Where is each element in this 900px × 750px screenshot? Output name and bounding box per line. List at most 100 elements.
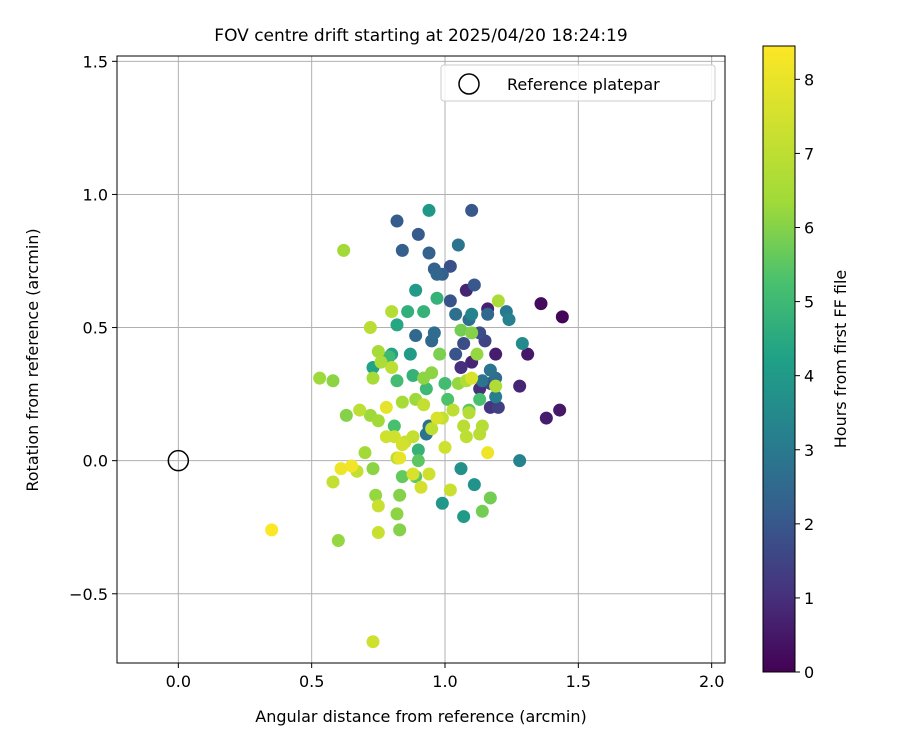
x-tick-label: 0.5: [299, 672, 324, 691]
colorbar-tick-label: 2: [804, 515, 814, 534]
data-points: [265, 203, 569, 649]
data-point: [339, 408, 353, 422]
data-point: [313, 371, 327, 385]
data-point: [438, 376, 452, 390]
data-point: [483, 491, 497, 505]
colorbar-gradient: [762, 45, 796, 673]
x-tick-label: 2.0: [699, 672, 724, 691]
data-point: [331, 534, 345, 548]
data-point: [470, 347, 484, 361]
data-point: [363, 321, 377, 335]
data-point: [457, 337, 471, 351]
plot-frame: [116, 55, 726, 664]
data-point: [422, 467, 436, 481]
data-point: [414, 480, 428, 494]
y-tick-label: 1.0: [83, 185, 108, 204]
y-tick-label: 0.5: [83, 319, 108, 338]
y-tick-label: −0.5: [69, 585, 108, 604]
data-point: [521, 347, 535, 361]
legend-marker: [458, 73, 480, 95]
colorbar-tick-label: 5: [804, 293, 814, 312]
data-point: [465, 326, 479, 340]
data-point: [411, 454, 425, 468]
data-point: [393, 488, 407, 502]
data-point: [435, 496, 449, 510]
data-point: [385, 360, 399, 374]
data-point: [481, 446, 495, 460]
x-axis-ticks: 0.0 0.5 1.0 1.5 2.0: [166, 663, 724, 691]
data-point: [502, 313, 516, 327]
data-point: [395, 438, 409, 452]
data-point: [491, 400, 505, 414]
colorbar-tick-label: 8: [804, 70, 814, 89]
data-point: [457, 419, 471, 433]
colorbar: 0 1 2 3 4 5 6 7 8 Hours from first FF file: [762, 45, 850, 682]
x-tick-label: 1.0: [432, 672, 457, 691]
data-point: [393, 523, 407, 537]
data-point: [425, 366, 439, 380]
data-point: [417, 305, 431, 319]
data-point: [454, 323, 468, 337]
data-point: [553, 403, 567, 417]
data-point: [467, 478, 481, 492]
grid-lines: [117, 56, 725, 663]
data-point: [465, 307, 479, 321]
data-point: [443, 483, 457, 497]
legend-box: [440, 64, 716, 102]
colorbar-label: Hours from first FF file: [831, 270, 850, 449]
data-point: [371, 526, 385, 540]
data-point: [417, 398, 431, 412]
data-point: [358, 446, 372, 460]
data-point: [430, 411, 444, 425]
data-point: [387, 419, 401, 433]
data-point: [366, 635, 380, 649]
data-point: [411, 227, 425, 241]
data-point: [390, 507, 404, 521]
data-point: [443, 259, 457, 273]
data-point: [374, 355, 388, 369]
data-point: [489, 347, 503, 361]
data-point: [353, 403, 367, 417]
colorbar-tick-label: 3: [804, 441, 814, 460]
data-point: [430, 291, 444, 305]
plot-background: [117, 56, 725, 663]
data-point: [393, 451, 407, 465]
data-point: [326, 374, 340, 388]
data-point: [555, 310, 569, 324]
data-point: [462, 406, 476, 420]
data-point: [265, 523, 279, 537]
data-point: [337, 243, 351, 257]
data-point: [539, 411, 553, 425]
data-point: [454, 462, 468, 476]
data-point: [467, 278, 481, 292]
data-point: [422, 203, 436, 217]
data-point: [443, 294, 457, 308]
data-point: [459, 430, 473, 444]
x-axis-label: Angular distance from reference (arcmin): [255, 707, 586, 726]
data-point: [379, 400, 393, 414]
data-point: [449, 347, 463, 361]
data-point: [475, 374, 489, 388]
colorbar-tick-label: 0: [804, 663, 814, 682]
data-point: [465, 203, 479, 217]
data-point: [483, 363, 497, 377]
data-point: [430, 267, 444, 281]
colorbar-tick-label: 6: [804, 219, 814, 238]
data-point: [534, 297, 548, 311]
data-point: [441, 392, 455, 406]
data-point: [454, 360, 468, 374]
data-point: [390, 318, 404, 332]
data-point: [465, 371, 479, 385]
data-point: [385, 305, 399, 319]
data-point: [489, 379, 503, 393]
data-point: [475, 504, 489, 518]
data-point: [387, 430, 401, 444]
plot-area: 0.0 0.5 1.0 1.5 2.0 −0.5 0.0 0.5 1.0 1.5: [69, 52, 726, 691]
data-point: [401, 305, 415, 319]
data-point: [433, 347, 447, 361]
y-tick-label: 1.5: [83, 52, 108, 71]
data-point: [513, 379, 527, 393]
data-point: [491, 294, 505, 308]
data-point: [481, 307, 495, 321]
data-point: [395, 470, 409, 484]
